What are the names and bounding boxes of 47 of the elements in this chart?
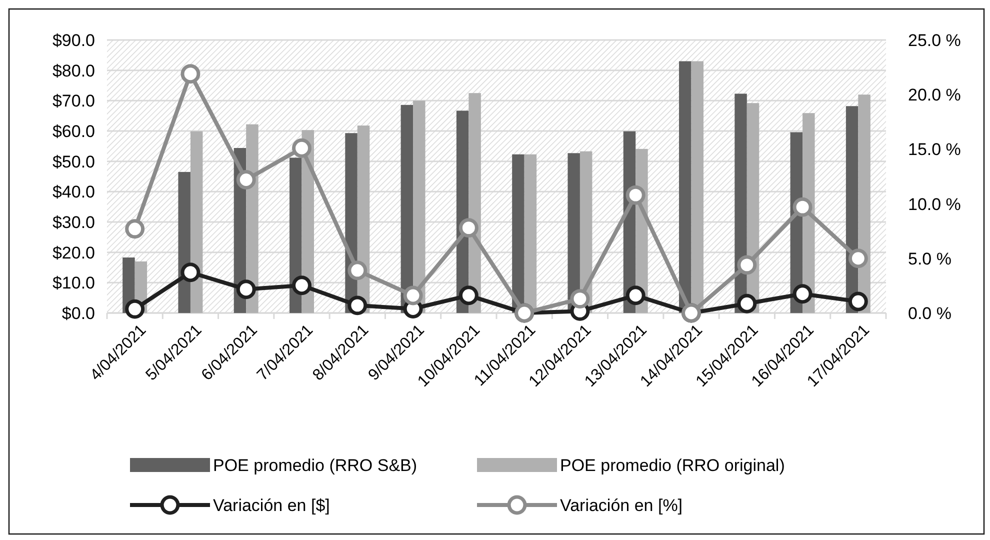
bar — [190, 131, 203, 313]
point — [848, 248, 868, 268]
point — [792, 197, 812, 217]
y-tick-label: $50.0 — [52, 152, 95, 172]
y-tick-label: $90.0 — [52, 30, 95, 50]
point — [792, 284, 812, 304]
y-tick-label: $20.0 — [52, 243, 95, 262]
point — [348, 296, 368, 316]
point — [125, 219, 145, 239]
point — [458, 286, 478, 306]
point — [348, 260, 368, 280]
y2-tick-label: 15.0 % — [908, 140, 961, 160]
point — [403, 286, 423, 306]
y-tick-label: $40.0 — [52, 182, 95, 202]
y-tick-label: $10.0 — [52, 274, 95, 293]
legend-label: POE promedio (RRO S&B) — [213, 456, 418, 475]
point — [180, 64, 200, 84]
point — [737, 294, 757, 314]
point — [626, 286, 646, 306]
legend-label: Variación en [$] — [213, 496, 330, 515]
point — [626, 185, 646, 205]
point — [236, 170, 256, 190]
point — [236, 280, 256, 300]
y2-tick-label: 0.0 % — [908, 304, 952, 323]
y-tick-label: $0.0 — [62, 304, 95, 323]
y-tick-label: $70.0 — [52, 92, 95, 111]
point — [570, 289, 590, 309]
point — [737, 255, 757, 275]
y2-tick-label: 25.0 % — [908, 30, 961, 50]
bar — [178, 172, 190, 313]
point — [125, 299, 145, 319]
y2-tick-label: 20.0 % — [908, 86, 961, 105]
point — [458, 218, 478, 238]
point — [180, 262, 200, 282]
point — [848, 292, 868, 312]
y-tick-label: $30.0 — [52, 212, 95, 232]
point — [292, 138, 312, 158]
legend-label: Variación en [%] — [560, 496, 683, 515]
y-tick-label: $80.0 — [52, 61, 95, 80]
bar — [290, 158, 302, 313]
legend-label: POE promedio (RRO original) — [560, 456, 785, 475]
y-tick-label: $60.0 — [52, 122, 95, 141]
bar — [679, 61, 692, 313]
point — [292, 276, 312, 296]
bar — [512, 154, 524, 313]
y2-tick-label: 5.0 % — [908, 249, 952, 268]
y2-tick-label: 10.0 % — [908, 194, 961, 214]
